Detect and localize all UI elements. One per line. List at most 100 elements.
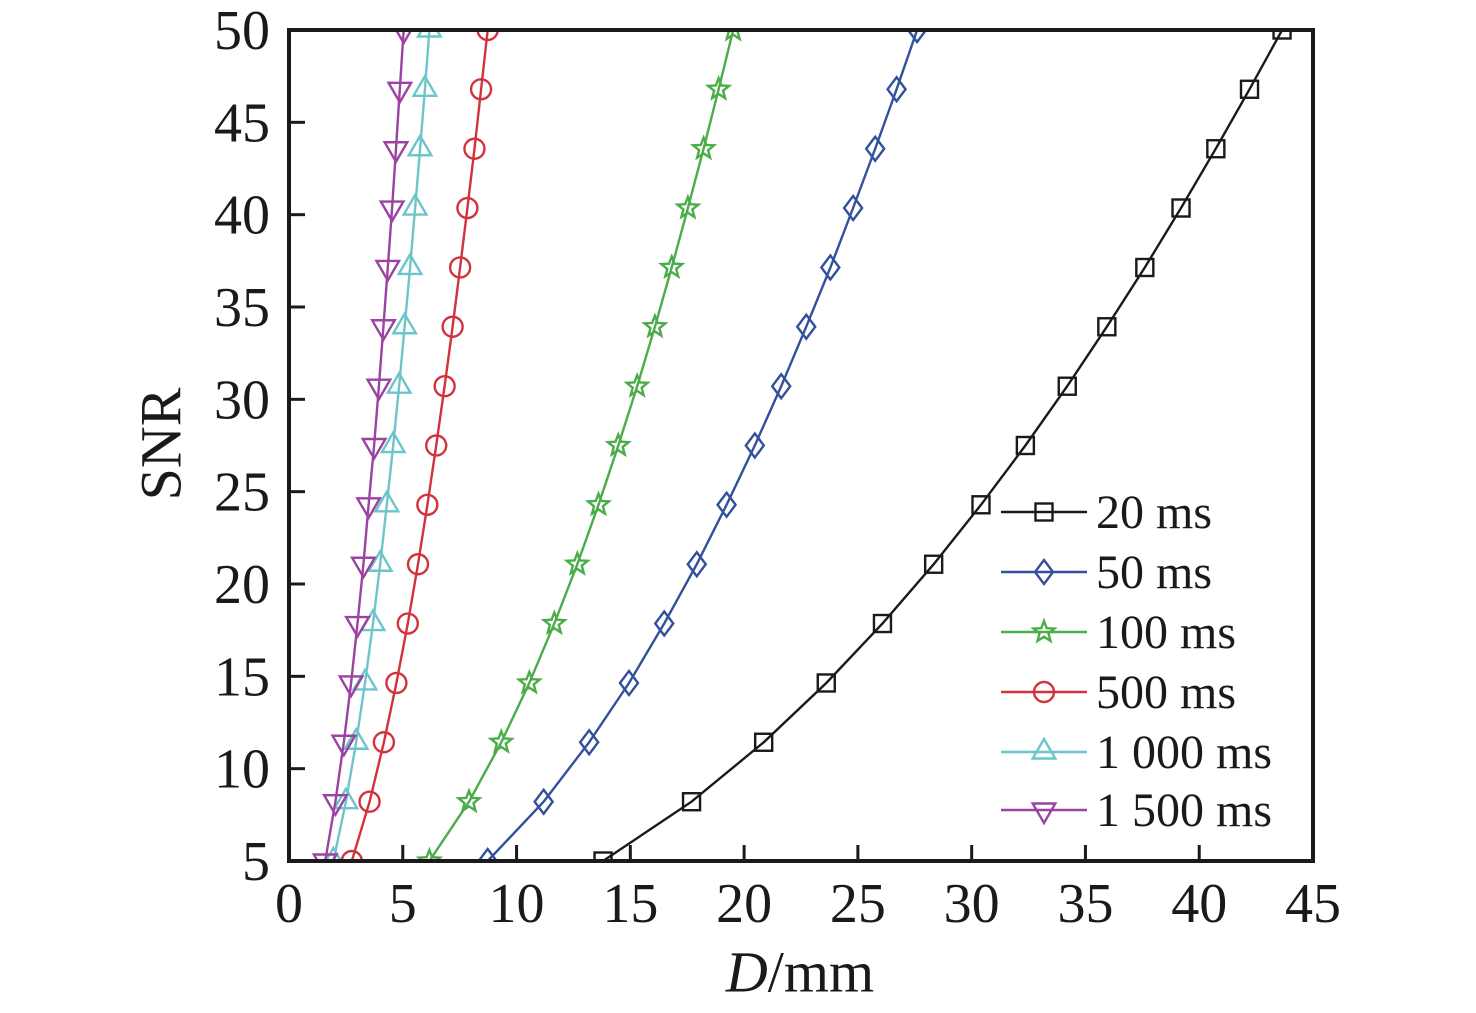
x-axis-variable: D [725, 939, 768, 1005]
x-tick-label: 15 [602, 873, 658, 935]
legend-item: 1 500 ms [1001, 784, 1272, 837]
series-marker-square [923, 554, 944, 574]
series-marker-square [681, 792, 702, 812]
y-tick-label: 25 [214, 462, 270, 524]
x-tick-label: 20 [716, 873, 772, 935]
series-marker-star [515, 668, 543, 695]
series-marker-triangle-up [401, 192, 429, 216]
x-tick-label: 40 [1171, 873, 1227, 935]
legend-label: 500 ms [1096, 666, 1236, 719]
series-marker-square [872, 613, 893, 634]
series-marker-triangle-up [396, 252, 424, 276]
series-50-ms [477, 30, 928, 861]
series-marker-square [1239, 79, 1260, 99]
series-marker-triangle-up [416, 30, 443, 38]
series-marker-circle [372, 731, 396, 754]
series-marker-diamond [477, 847, 499, 861]
series-marker-diamond [716, 490, 738, 519]
series-marker-circle [1032, 680, 1056, 704]
series-marker-square [1272, 30, 1292, 40]
series-marker-triangle-down [355, 497, 383, 521]
series-marker-triangle-up [342, 726, 370, 750]
series-marker-square [753, 732, 774, 752]
series-marker-triangle-down [337, 675, 365, 699]
series-marker-triangle-down [378, 200, 406, 224]
series-marker-circle [433, 375, 456, 398]
series-marker-square [1057, 376, 1077, 396]
series-100-ms [415, 30, 742, 861]
legend-label: 20 ms [1096, 486, 1212, 539]
series-marker-star [704, 74, 733, 101]
series-marker-triangle-up [406, 133, 434, 157]
series-marker-square [816, 673, 836, 693]
series-marker-star [724, 30, 742, 42]
series-marker-star [674, 193, 702, 220]
legend-item: 100 ms [1001, 606, 1236, 659]
series-marker-diamond [795, 312, 817, 341]
y-tick-label: 35 [214, 277, 270, 339]
y-tick-label: 40 [214, 185, 270, 247]
x-tick-label: 10 [489, 873, 545, 935]
series-line [428, 30, 735, 861]
series-marker-square [971, 495, 991, 515]
series-marker-diamond [770, 372, 792, 401]
series-marker-diamond [618, 668, 640, 697]
series-marker-diamond [744, 431, 766, 460]
series-marker-circle [416, 493, 439, 516]
series-marker-triangle-up [1030, 736, 1058, 760]
series-1-000-ms [324, 30, 443, 861]
series-marker-star [487, 727, 515, 754]
series-marker-triangle-up [324, 845, 343, 861]
legend-label: 100 ms [1096, 606, 1236, 659]
x-tick-label: 45 [1285, 873, 1341, 935]
series-marker-diamond [1033, 558, 1055, 586]
plot-frame [287, 28, 1315, 863]
legend-item: 20 ms [1001, 486, 1212, 539]
series-line [332, 30, 431, 861]
y-tick-label: 10 [214, 739, 270, 801]
y-tick-label: 50 [214, 0, 270, 62]
series-line [486, 30, 919, 861]
series-marker-star [584, 490, 613, 517]
series-marker-triangle-down [322, 794, 349, 818]
series-marker-circle [463, 137, 486, 160]
series-marker-triangle-up [379, 430, 407, 454]
series-marker-circle [358, 790, 381, 813]
series-marker-star [689, 134, 718, 161]
series-marker-triangle-down [1030, 802, 1058, 826]
series-marker-circle [406, 553, 430, 576]
series-marker-triangle-down [365, 378, 393, 402]
series-marker-square [1097, 317, 1117, 337]
series-marker-diamond [578, 728, 600, 757]
x-axis-label: D/mm [726, 939, 874, 1006]
series-marker-star [658, 253, 686, 280]
series-marker-triangle-down [394, 30, 413, 46]
series-marker-diamond [819, 253, 841, 282]
series-marker-diamond [653, 609, 675, 638]
x-tick-label: 0 [275, 873, 303, 935]
series-marker-circle [476, 30, 499, 42]
series-1-500-ms [311, 30, 414, 861]
series-marker-circle [456, 196, 479, 220]
series-marker-triangle-down [382, 141, 410, 165]
series-marker-square [1015, 435, 1036, 456]
legend-label: 50 ms [1096, 546, 1212, 599]
x-tick-label: 5 [389, 873, 417, 935]
series-marker-circle [425, 434, 448, 457]
series-marker-triangle-down [374, 259, 402, 283]
y-tick-label: 20 [214, 554, 270, 616]
series-marker-star [563, 549, 591, 576]
legend-item: 50 ms [1001, 546, 1212, 599]
series-marker-triangle-down [311, 853, 339, 861]
series-marker-triangle-up [391, 311, 418, 335]
series-line [324, 30, 405, 861]
x-tick-label: 30 [944, 873, 1000, 935]
series-marker-triangle-up [366, 548, 394, 572]
series-marker-circle [385, 671, 408, 695]
series-marker-triangle-up [332, 786, 360, 810]
series-marker-square [1034, 502, 1054, 522]
series-marker-circle [469, 78, 493, 101]
y-tick-label: 45 [214, 92, 270, 154]
